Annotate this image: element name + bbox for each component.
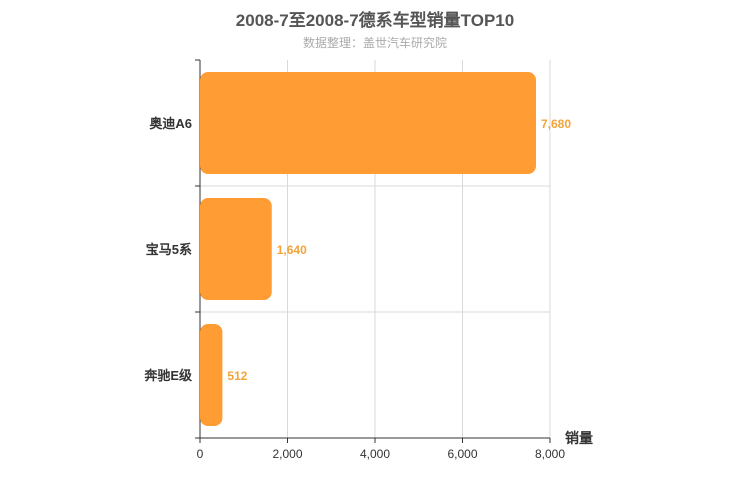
bar-2 xyxy=(200,198,272,300)
category-label: 宝马5系 xyxy=(146,242,192,257)
x-tick-label: 6,000 xyxy=(447,447,477,461)
bar-1 xyxy=(200,72,536,174)
chart-title: 2008-7至2008-7德系车型销量TOP10 xyxy=(235,11,515,30)
category-label: 奔驰E级 xyxy=(143,368,193,383)
x-tick-label: 4,000 xyxy=(360,447,390,461)
x-tick-label: 8,000 xyxy=(535,447,565,461)
x-tick-label: 2,000 xyxy=(272,447,302,461)
x-axis-title: 销量 xyxy=(565,430,593,446)
x-tick-label: 0 xyxy=(197,447,204,461)
data-label: 512 xyxy=(227,369,247,383)
chart-subtitle: 数据整理：盖世汽车研究院 xyxy=(302,36,447,50)
bar-3 xyxy=(200,324,223,426)
data-label: 1,640 xyxy=(277,243,307,257)
category-label: 奥迪A6 xyxy=(149,116,192,131)
data-label: 7,680 xyxy=(541,117,571,131)
